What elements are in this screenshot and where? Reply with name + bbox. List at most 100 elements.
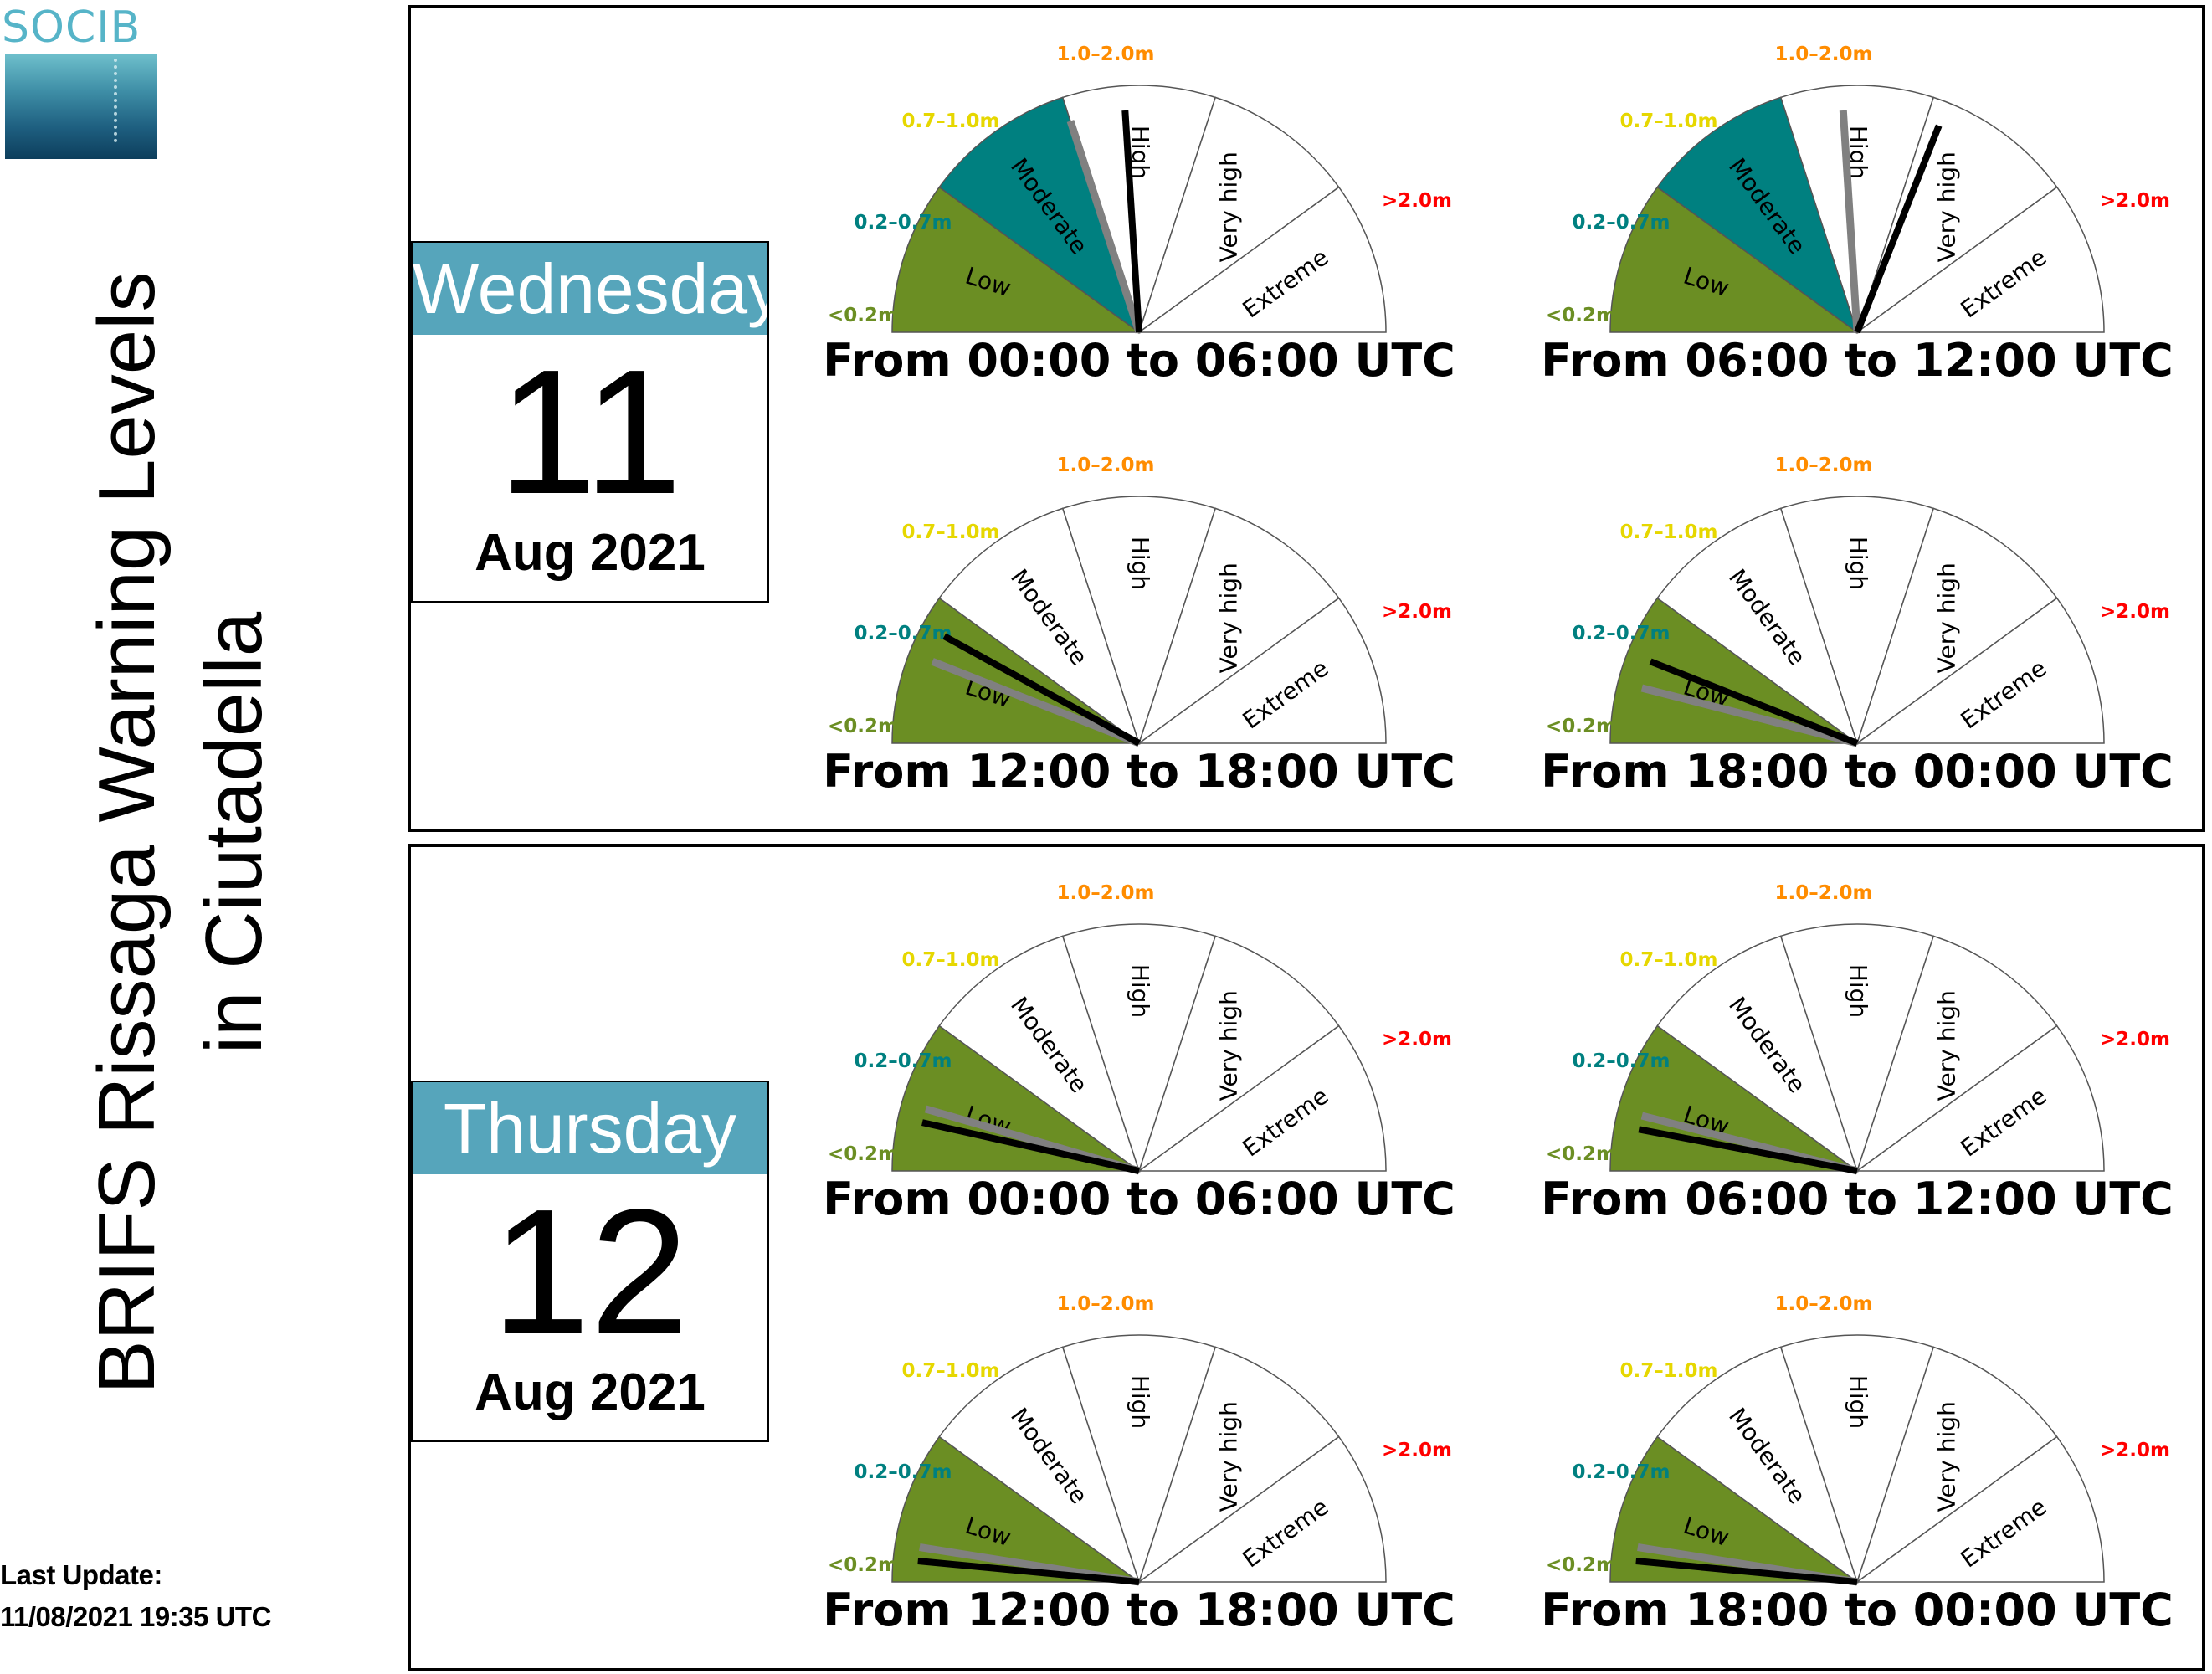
gauge-range-label-very-high: 1.0–2.0m (1775, 1293, 1873, 1315)
gauge-sector-high (1779, 923, 1935, 1173)
gauge-needle-secondary (1066, 120, 1143, 334)
gauge-sector-very-high (1855, 1346, 2058, 1584)
gauge-sector-very-high (1855, 96, 2058, 334)
gauge-sector-very-high (1855, 507, 2058, 745)
gauge-sector-high (1061, 85, 1217, 335)
day-panel-thursday: Thursday 12 Aug 2021 Low Moderate High Very… (408, 844, 2205, 1671)
gauge-period-label: From 18:00 to 00:00 UTC (1541, 1584, 2174, 1636)
gauge-range-label-moderate: 0.2–0.7m (1573, 623, 1671, 644)
last-update: Last Update: 11/08/2021 19:35 UTC (0, 1554, 271, 1638)
gauge-period-label: From 00:00 to 06:00 UTC (823, 1173, 1455, 1225)
gauge-range-label-low: <0.2m (1546, 1554, 1616, 1576)
gauge-sector-moderate (938, 507, 1141, 745)
gauge-period-label: From 06:00 to 12:00 UTC (1541, 1173, 2174, 1225)
gauge-range-label-extreme: >2.0m (1382, 601, 1452, 623)
gauge-range-label-extreme: >2.0m (2100, 1440, 2170, 1461)
gauge-range-label-high: 0.7–1.0m (902, 949, 1000, 971)
gauge-needle-primary (1649, 658, 1859, 747)
day-number: 12 (491, 1172, 689, 1370)
gauge-sector-low (1609, 1435, 1860, 1583)
gauge-sector-high (1061, 496, 1217, 746)
gauge-needle-primary (1635, 1558, 1858, 1585)
date-box: Wednesday 11 Aug 2021 (411, 241, 769, 603)
date-box: Thursday 12 Aug 2021 (411, 1081, 769, 1442)
gauge-sector-extreme (1855, 1435, 2105, 1583)
gauge-sector-label-high: High (1845, 1375, 1872, 1429)
gauge-sector-extreme (1855, 597, 2105, 744)
gauge-sector-extreme (1137, 1024, 1387, 1172)
gauge-sector-label-very-high: Very high (1933, 1401, 1961, 1512)
gauge-needle-secondary (1839, 110, 1861, 333)
gauge-range-label-high: 0.7–1.0m (902, 110, 1000, 132)
gauge-range-label-very-high: 1.0–2.0m (1775, 454, 1873, 476)
gauge-sector-moderate (1656, 1346, 1859, 1584)
gauge-range-label-extreme: >2.0m (2100, 1029, 2170, 1050)
gauge-range-label-high: 0.7–1.0m (1620, 110, 1718, 132)
gauge-sector-moderate (938, 1346, 1141, 1584)
gauge-sector-label-high: High (1845, 537, 1872, 590)
gauge-needle-primary (917, 1558, 1140, 1585)
gauge-sector-high (1061, 1334, 1217, 1584)
gauge-sector-moderate (938, 935, 1141, 1173)
gauge-sector-label-very-high: Very high (1215, 562, 1243, 673)
gauge-sector-label-very-high: Very high (1933, 990, 1961, 1101)
logo-wave-graphic (5, 54, 157, 159)
gauge-range-label-very-high: 1.0–2.0m (1775, 44, 1873, 65)
gauge-needle-secondary (1640, 684, 1859, 747)
gauge-range-label-extreme: >2.0m (2100, 601, 2170, 623)
gauge-range-label-very-high: 1.0–2.0m (1057, 44, 1155, 65)
gauge-sector-moderate (1656, 96, 1859, 334)
gauge-needle-primary (1638, 1126, 1858, 1174)
gauge-sector-label-very-high: Very high (1215, 990, 1243, 1101)
gauge-sector-extreme (1855, 1024, 2105, 1172)
page-title: BRIFS Rissaga Warning Levels in Ciutadel… (74, 205, 288, 1461)
gauge-range-label-high: 0.7–1.0m (902, 1360, 1000, 1382)
gauge-sector-low (1609, 186, 1860, 333)
gauge-needle-primary (942, 633, 1141, 747)
gauge-sector-extreme (1855, 186, 2105, 333)
weekday-label: Thursday (413, 1082, 767, 1174)
gauge-sector-low (891, 1024, 1142, 1172)
day-number: 11 (497, 332, 683, 531)
weekday-label: Wednesday (413, 243, 767, 335)
gauge-sector-high (1779, 85, 1935, 335)
gauge-sector-very-high (1855, 935, 2058, 1173)
month-year: Aug 2021 (475, 524, 706, 582)
gauge-period-label: From 18:00 to 00:00 UTC (1541, 745, 2174, 798)
gauge-period-label: From 12:00 to 18:00 UTC (823, 745, 1455, 798)
gauge-range-label-high: 0.7–1.0m (1620, 521, 1718, 543)
gauge-range-label-low: <0.2m (1546, 716, 1616, 737)
page-title-line-1: BRIFS Rissaga Warning Levels (82, 271, 172, 1394)
gauge-range-label-extreme: >2.0m (1382, 190, 1452, 212)
gauge-range-label-high: 0.7–1.0m (902, 521, 1000, 543)
gauge-sector-label-high: High (1127, 537, 1154, 590)
gauge-needle-primary (921, 1119, 1140, 1174)
gauge-sector-label-very-high: Very high (1933, 562, 1961, 673)
gauge-range-label-moderate: 0.2–0.7m (855, 1461, 952, 1483)
gauge-sector-label-very-high: Very high (1215, 151, 1243, 262)
gauge-range-label-low: <0.2m (1546, 1143, 1616, 1165)
gauge-range-label-low: <0.2m (828, 1143, 898, 1165)
gauge-sector-moderate (1656, 507, 1859, 745)
gauge-sector-extreme (1137, 597, 1387, 744)
gauge-needle-primary (1121, 110, 1142, 333)
gauge-period-label: From 00:00 to 06:00 UTC (823, 334, 1455, 387)
page-title-line-2: in Ciutadella (189, 611, 279, 1055)
logo-dotted-line (114, 59, 121, 142)
gauge-sector-label-very-high: Very high (1215, 1401, 1243, 1512)
gauge-sector-label-high: High (1845, 964, 1872, 1018)
gauge-range-label-low: <0.2m (1546, 305, 1616, 326)
gauge-range-label-extreme: >2.0m (1382, 1440, 1452, 1461)
logo-wordmark: SOCIB (2, 3, 141, 53)
gauge-range-label-moderate: 0.2–0.7m (1573, 212, 1671, 234)
gauge-period-label: From 06:00 to 12:00 UTC (1541, 334, 2174, 387)
gauge-needle-secondary (931, 658, 1141, 747)
